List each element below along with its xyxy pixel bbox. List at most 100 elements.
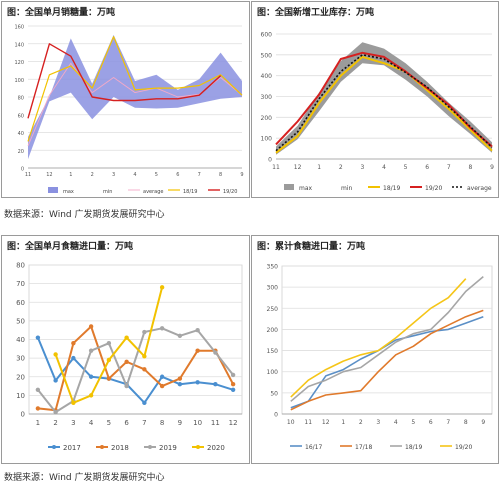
x-tick-label: 1 <box>341 419 345 426</box>
y-tick-label: 200 <box>267 327 279 334</box>
point-2019 <box>213 350 218 355</box>
point-2020 <box>159 285 165 290</box>
x-tick-label: 4 <box>394 419 398 426</box>
point-2017 <box>195 380 200 385</box>
chart-panel-monthly-import: 图：全国单月食糖进口量：万吨 0 10 20 30 40 50 60 70 80 1 2 3 4 5 6 7 8… <box>1 235 250 464</box>
x-tick-label: 7 <box>446 419 450 426</box>
point-2018 <box>195 348 200 353</box>
x-tick-label: 12 <box>46 172 52 178</box>
series-line-18/19 <box>27 36 243 142</box>
series-line-19/20 <box>275 51 493 148</box>
legend-label: 18/19 <box>183 189 197 195</box>
chart-panel-sales: 图：全国单月销糖量：万吨 0 20 40 60 80 100 120 140 160 11 12 1 2… <box>1 1 250 198</box>
point-2019 <box>230 372 236 378</box>
point-2019 <box>106 341 112 346</box>
x-tick-label: 11 <box>304 419 312 426</box>
point-2018 <box>230 382 236 387</box>
plot-frame <box>281 265 493 415</box>
legend-marker <box>52 445 56 449</box>
point-2019 <box>177 333 183 338</box>
point-2017 <box>159 374 165 379</box>
x-tick-label: 3 <box>71 419 75 427</box>
legend-swatch <box>284 184 294 190</box>
legend-label: 18/19 <box>405 444 422 451</box>
x-tick-label: 5 <box>404 164 408 171</box>
series-line-19/20 <box>290 278 467 398</box>
point-2018 <box>71 341 76 346</box>
x-tick-label: 5 <box>107 419 111 427</box>
x-tick-label: 4 <box>382 164 386 171</box>
source-note: 数据来源：Wind 广发期货发展研究中心 <box>4 473 165 483</box>
y-tick-label: 50 <box>16 317 25 325</box>
series-band-max-min <box>28 34 242 160</box>
point-2019 <box>88 348 94 353</box>
point-2018 <box>177 376 183 381</box>
point-2017 <box>88 374 94 379</box>
y-tick-label: 100 <box>267 369 279 376</box>
y-tick-label: 50 <box>270 390 278 397</box>
y-tick-label: 140 <box>14 42 24 48</box>
y-tick-label: 250 <box>267 306 279 313</box>
y-tick-label: 400 <box>261 73 273 80</box>
legend-label: 19/20 <box>455 444 472 451</box>
point-2019 <box>35 387 41 392</box>
x-tick-label: 10 <box>287 419 295 426</box>
point-2020 <box>124 335 129 340</box>
point-2020 <box>106 357 112 363</box>
series-line-18/19 <box>275 55 493 154</box>
x-tick-label: 2 <box>53 419 57 427</box>
x-tick-label: 9 <box>240 172 243 178</box>
x-tick-label: 2 <box>339 164 343 171</box>
series-line-17/18 <box>290 309 484 411</box>
x-tick-label: 1 <box>36 419 40 427</box>
y-tick-label: 0 <box>268 157 272 164</box>
point-2019 <box>124 383 129 389</box>
legend-label: 17/18 <box>355 444 372 451</box>
y-tick-label: 500 <box>261 52 273 59</box>
x-tick-label: 4 <box>133 172 136 178</box>
y-tick-label: 600 <box>261 32 273 39</box>
point-2019 <box>195 327 200 333</box>
y-tick-label: 350 <box>267 264 279 271</box>
point-2019 <box>142 329 147 335</box>
y-tick-label: 200 <box>261 115 273 122</box>
point-2017 <box>35 335 41 340</box>
point-2017 <box>71 355 76 361</box>
legend-marker <box>100 445 104 449</box>
y-tick-label: 80 <box>16 262 25 270</box>
y-tick-label: 10 <box>16 392 25 400</box>
x-tick-label: 11 <box>211 419 220 427</box>
series-line-average <box>275 54 493 152</box>
x-tick-label: 11 <box>272 164 280 171</box>
legend-marker <box>196 445 200 449</box>
point-2018 <box>88 324 94 329</box>
legend-label: min <box>341 185 353 192</box>
y-tick-label: 300 <box>267 285 279 292</box>
y-tick-label: 30 <box>16 355 25 363</box>
x-tick-label: 10 <box>193 419 202 427</box>
x-tick-label: 3 <box>112 172 115 178</box>
point-2018 <box>35 406 41 411</box>
series-line-2018 <box>37 325 234 412</box>
legend-label: 2018 <box>111 444 129 452</box>
chart-title: 图：全国新增工业库存：万吨 <box>257 8 375 18</box>
x-tick-label: 1 <box>69 172 72 178</box>
chart-title: 图：累计食糖进口量：万吨 <box>257 242 366 252</box>
point-2018 <box>124 359 129 365</box>
x-tick-label: 4 <box>89 419 94 427</box>
x-tick-label: 11 <box>25 172 31 178</box>
x-tick-label: 3 <box>376 419 380 426</box>
x-tick-label: 7 <box>142 419 146 427</box>
series-line-19/20 <box>27 43 222 119</box>
point-2018 <box>106 376 112 381</box>
y-tick-label: 150 <box>267 348 279 355</box>
series-line-18/19 <box>290 275 484 402</box>
legend-label: 18/19 <box>383 185 400 192</box>
legend-label: 16/17 <box>305 444 322 451</box>
y-tick-label: 120 <box>14 60 24 66</box>
x-tick-label: 6 <box>176 172 179 178</box>
y-tick-label: 40 <box>18 131 24 137</box>
y-tick-label: 40 <box>16 336 25 344</box>
